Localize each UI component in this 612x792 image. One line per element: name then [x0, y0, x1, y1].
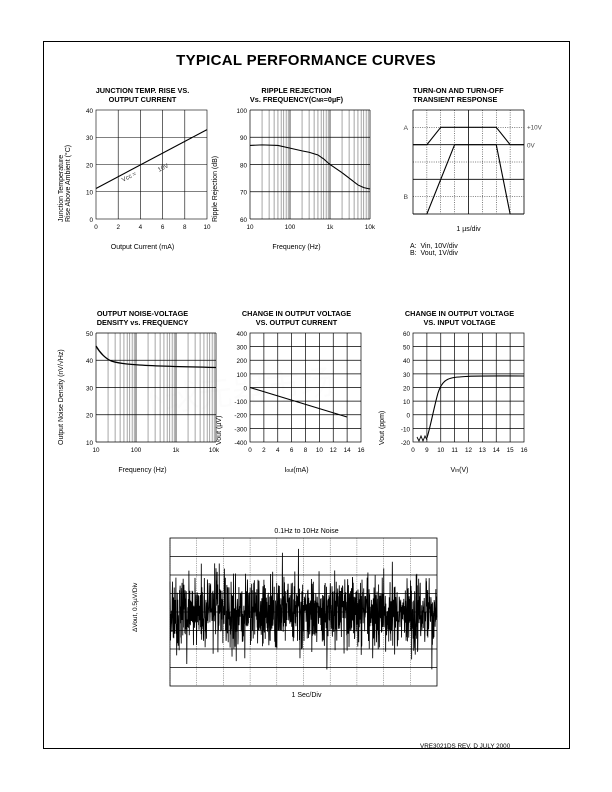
svg-text:10: 10: [86, 440, 94, 447]
svg-text:40: 40: [86, 108, 94, 115]
svg-text:20: 20: [403, 386, 411, 393]
svg-text:30: 30: [86, 135, 94, 142]
svg-text:8: 8: [183, 224, 187, 231]
svg-text:4: 4: [139, 224, 143, 231]
svg-text:16: 16: [520, 447, 528, 454]
svg-text:100: 100: [285, 224, 296, 231]
svg-text:1k: 1k: [327, 224, 335, 231]
svg-text:11: 11: [451, 447, 458, 454]
svg-text:8: 8: [304, 447, 308, 454]
svg-text:30: 30: [86, 386, 94, 393]
svg-text:0: 0: [406, 413, 410, 420]
svg-text:2: 2: [116, 224, 120, 231]
svg-text:50: 50: [403, 345, 411, 352]
svg-text:40: 40: [86, 358, 94, 365]
svg-text:60: 60: [403, 331, 411, 338]
svg-text:-100: -100: [234, 399, 247, 406]
svg-text:15: 15: [507, 447, 515, 454]
svg-text:9: 9: [425, 447, 429, 454]
svg-text:30: 30: [403, 372, 411, 379]
svg-text:10: 10: [86, 190, 94, 197]
svg-text:0: 0: [243, 386, 247, 393]
svg-text:0: 0: [411, 447, 415, 454]
svg-text:50: 50: [86, 331, 94, 338]
svg-text:16: 16: [357, 447, 365, 454]
svg-text:13: 13: [479, 447, 487, 454]
svg-text:70: 70: [240, 190, 248, 197]
svg-text:-20: -20: [401, 440, 411, 447]
svg-text:300: 300: [236, 345, 247, 352]
svg-text:0V: 0V: [527, 143, 536, 150]
svg-text:60: 60: [240, 217, 248, 224]
svg-text:200: 200: [236, 358, 247, 365]
svg-text:10: 10: [316, 447, 324, 454]
svg-text:0: 0: [94, 224, 98, 231]
svg-text:+10V: +10V: [527, 125, 543, 132]
svg-text:10: 10: [246, 224, 254, 231]
svg-text:4: 4: [276, 447, 280, 454]
svg-text:-200: -200: [234, 413, 247, 420]
svg-text:400: 400: [236, 331, 247, 338]
svg-text:0: 0: [248, 447, 252, 454]
svg-text:10: 10: [403, 399, 411, 406]
svg-text:10: 10: [203, 224, 211, 231]
svg-text:-400: -400: [234, 440, 247, 447]
svg-text:20: 20: [86, 163, 94, 170]
svg-text:100: 100: [236, 372, 247, 379]
svg-text:14: 14: [493, 447, 501, 454]
svg-text:20: 20: [86, 413, 94, 420]
svg-text:80: 80: [240, 163, 248, 170]
svg-text:100: 100: [131, 447, 142, 454]
svg-text:10: 10: [437, 447, 445, 454]
svg-text:6: 6: [290, 447, 294, 454]
svg-text:40: 40: [403, 358, 411, 365]
svg-text:A: A: [403, 125, 408, 132]
svg-text:2: 2: [262, 447, 266, 454]
svg-text:90: 90: [240, 135, 248, 142]
svg-text:10V: 10V: [157, 162, 171, 174]
svg-text:12: 12: [330, 447, 338, 454]
svg-text:Vcc =: Vcc =: [121, 170, 138, 183]
svg-text:14: 14: [344, 447, 352, 454]
svg-text:12: 12: [465, 447, 473, 454]
svg-text:1k: 1k: [173, 447, 181, 454]
svg-text:10k: 10k: [365, 224, 376, 231]
svg-text:B: B: [403, 194, 408, 201]
svg-text:10: 10: [92, 447, 100, 454]
svg-text:-300: -300: [234, 426, 247, 433]
svg-text:100: 100: [236, 108, 247, 115]
svg-text:0: 0: [89, 217, 93, 224]
svg-text:6: 6: [161, 224, 165, 231]
svg-text:-10: -10: [401, 426, 411, 433]
